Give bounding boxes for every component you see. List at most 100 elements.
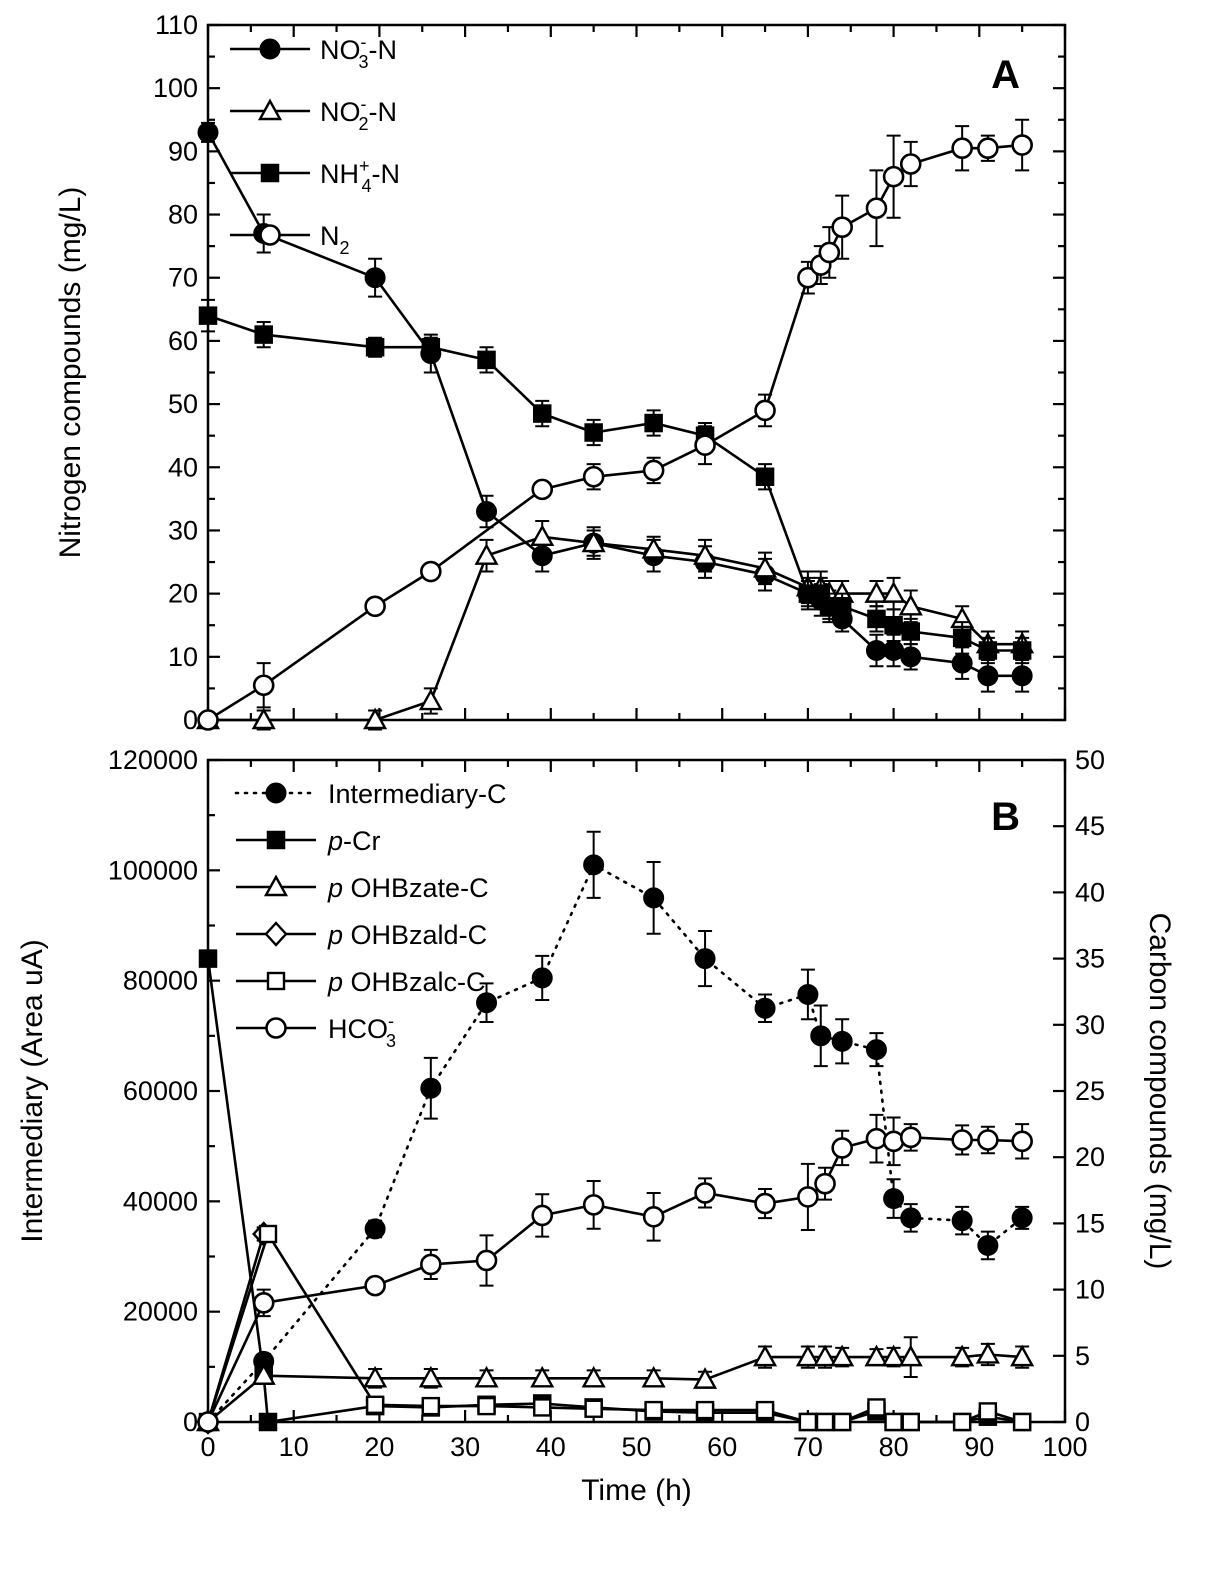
data-point <box>795 1344 820 1367</box>
legend-tail: -N <box>372 159 401 189</box>
data-point <box>695 1400 715 1420</box>
data-point <box>951 1210 973 1232</box>
data-point <box>952 628 972 648</box>
data-point <box>476 992 498 1014</box>
data-point <box>975 1342 1000 1364</box>
data-point <box>951 1129 973 1151</box>
panel-a-ticks: 0 10 20 30 40 50 60 70 80 90 100 110 <box>153 10 1067 735</box>
data-point <box>641 1365 666 1388</box>
data-point <box>365 337 385 357</box>
y-right-tick-label: 20 <box>1075 1142 1105 1172</box>
data-point <box>1010 1344 1035 1367</box>
panel-a-legend: NO-3-NNO-2-NNH+ 4-NN2 <box>230 32 400 258</box>
data-point <box>1012 1412 1032 1432</box>
x-tick-label: 80 <box>879 1432 909 1462</box>
data-point <box>532 404 552 423</box>
data-point <box>475 1249 498 1272</box>
data-point <box>898 593 923 616</box>
series-nh4-n <box>198 298 1032 665</box>
series-hco3- <box>197 1113 1033 1433</box>
data-point <box>797 1186 819 1208</box>
data-point <box>832 597 852 616</box>
data-point <box>197 1411 219 1433</box>
data-point <box>583 854 605 876</box>
data-point <box>753 1344 778 1367</box>
data-point <box>584 423 603 442</box>
y-right-tick-label: 5 <box>1075 1341 1090 1371</box>
x-tick-label: 70 <box>793 1432 823 1462</box>
data-point <box>642 459 665 482</box>
legend-tail: -N <box>369 35 398 65</box>
data-point <box>582 1194 605 1216</box>
data-point <box>882 165 905 188</box>
data-point <box>831 1030 853 1052</box>
data-point <box>830 1344 855 1367</box>
legend-label: p OHBzald-C <box>327 920 487 950</box>
y-right-tick-label: 45 <box>1075 811 1105 841</box>
data-point <box>693 543 718 565</box>
data-point <box>476 501 498 522</box>
data-point <box>881 1344 906 1367</box>
legend-text: HCO <box>328 1014 388 1044</box>
legend-sup: - <box>388 1011 394 1031</box>
y-tick-label: 30 <box>168 515 198 545</box>
data-point <box>364 1274 386 1297</box>
legend-text: Intermediary-C <box>328 779 507 809</box>
panel-a-frame <box>206 23 1067 722</box>
data-point <box>644 413 663 433</box>
y-tick-label: 120000 <box>108 745 198 775</box>
data-point <box>977 665 999 687</box>
panel-b-series <box>195 830 1035 1435</box>
data-point <box>533 1398 552 1417</box>
series-p-ohbzalc-c <box>198 1224 1032 1432</box>
data-point <box>797 266 819 289</box>
data-point <box>258 1224 278 1244</box>
data-point <box>900 1207 922 1229</box>
data-point <box>899 1126 922 1149</box>
data-point <box>884 1412 903 1432</box>
legend-sub: 4 <box>362 176 372 196</box>
y-right-tick-label: 0 <box>1075 1407 1090 1437</box>
legend-marker <box>265 1017 287 1039</box>
y-tick-label: 100000 <box>108 855 198 885</box>
y-right-tick-label: 30 <box>1075 1010 1105 1040</box>
legend-label: NH+ 4-N <box>320 156 400 196</box>
legend-item: p OHBzald-C <box>236 920 487 950</box>
data-point <box>753 555 778 578</box>
data-point <box>867 1398 886 1417</box>
panel-b-legend: Intermediary-C p-Cr p OHBzate-C p OHBzald-C… <box>234 779 507 1051</box>
data-point <box>420 1253 442 1276</box>
legend-base: NO <box>320 97 361 127</box>
y-tick-label: 90 <box>168 136 198 166</box>
data-point <box>884 615 903 635</box>
y-tick-label: 100 <box>153 73 198 103</box>
series-p-ohbzate-c <box>195 1336 1035 1432</box>
x-tick-label: 50 <box>621 1432 651 1462</box>
panel-a-letter: A <box>991 53 1020 97</box>
legend-item: NO-3-N <box>230 32 397 72</box>
data-point <box>797 983 819 1005</box>
legend-marker <box>264 921 288 947</box>
y-right-tick-label: 25 <box>1075 1076 1105 1106</box>
legend-item: p OHBzate-C <box>236 873 489 903</box>
legend-item: p-Cr <box>236 826 381 856</box>
y-tick-label: 20 <box>168 579 198 609</box>
y-tick-label: 70 <box>168 263 198 293</box>
x-tick-label: 100 <box>1042 1432 1087 1462</box>
panel-b: 0 10 20 30 40 50 60 70 80 90 100020000400006000080… <box>16 745 1176 1507</box>
data-point <box>530 524 555 546</box>
data-point <box>755 1400 775 1420</box>
data-point <box>421 1396 441 1416</box>
legend-item: Intermediary-C <box>234 779 507 809</box>
data-point <box>642 1205 665 1228</box>
legend-label: p OHBzate-C <box>327 873 489 903</box>
legend-tail: -N <box>369 97 398 127</box>
data-point <box>865 1039 887 1061</box>
data-point <box>864 1344 889 1367</box>
data-point <box>864 581 889 603</box>
data-point <box>899 153 922 175</box>
data-point <box>952 1412 972 1432</box>
legend-sub: 2 <box>359 114 369 134</box>
data-point <box>694 434 716 456</box>
